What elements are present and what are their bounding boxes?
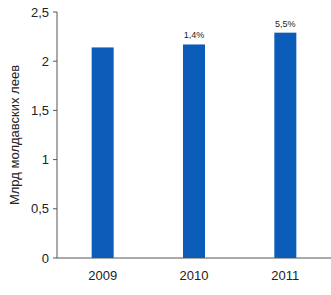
annotation: 1,4% <box>184 30 205 40</box>
annotation: 5,5% <box>275 19 296 29</box>
y-tick-label: 0,5 <box>31 201 49 216</box>
y-tick <box>53 110 57 111</box>
x-axis-line <box>57 258 331 259</box>
y-tick <box>53 258 57 259</box>
y-tick <box>53 61 57 62</box>
bar <box>274 33 296 258</box>
y-axis-line <box>57 12 58 258</box>
y-tick <box>53 159 57 160</box>
y-tick <box>53 208 57 209</box>
x-tick-label: 2010 <box>180 268 209 283</box>
y-tick-label: 2 <box>42 54 49 69</box>
y-axis: 0 0,5 1 1,5 2 2,5 <box>31 5 57 266</box>
x-tick-label: 2011 <box>271 268 299 283</box>
x-tick-label: 2009 <box>88 268 117 283</box>
y-tick-label: 1,5 <box>31 103 49 118</box>
bar <box>92 47 114 258</box>
y-tick <box>53 12 57 13</box>
chart-container: 0 0,5 1 1,5 2 2,5 2009 2010 2011 Млрд молдавских … <box>0 0 331 295</box>
bars <box>92 33 297 258</box>
y-axis-label: Млрд молдавских леев <box>7 65 22 205</box>
y-tick-label: 2,5 <box>31 5 49 20</box>
chart-svg: 0 0,5 1 1,5 2 2,5 2009 2010 2011 Млрд молдавских … <box>0 0 331 295</box>
y-tick-label: 0 <box>42 251 49 266</box>
bar <box>183 44 205 258</box>
y-tick-label: 1 <box>42 152 49 167</box>
